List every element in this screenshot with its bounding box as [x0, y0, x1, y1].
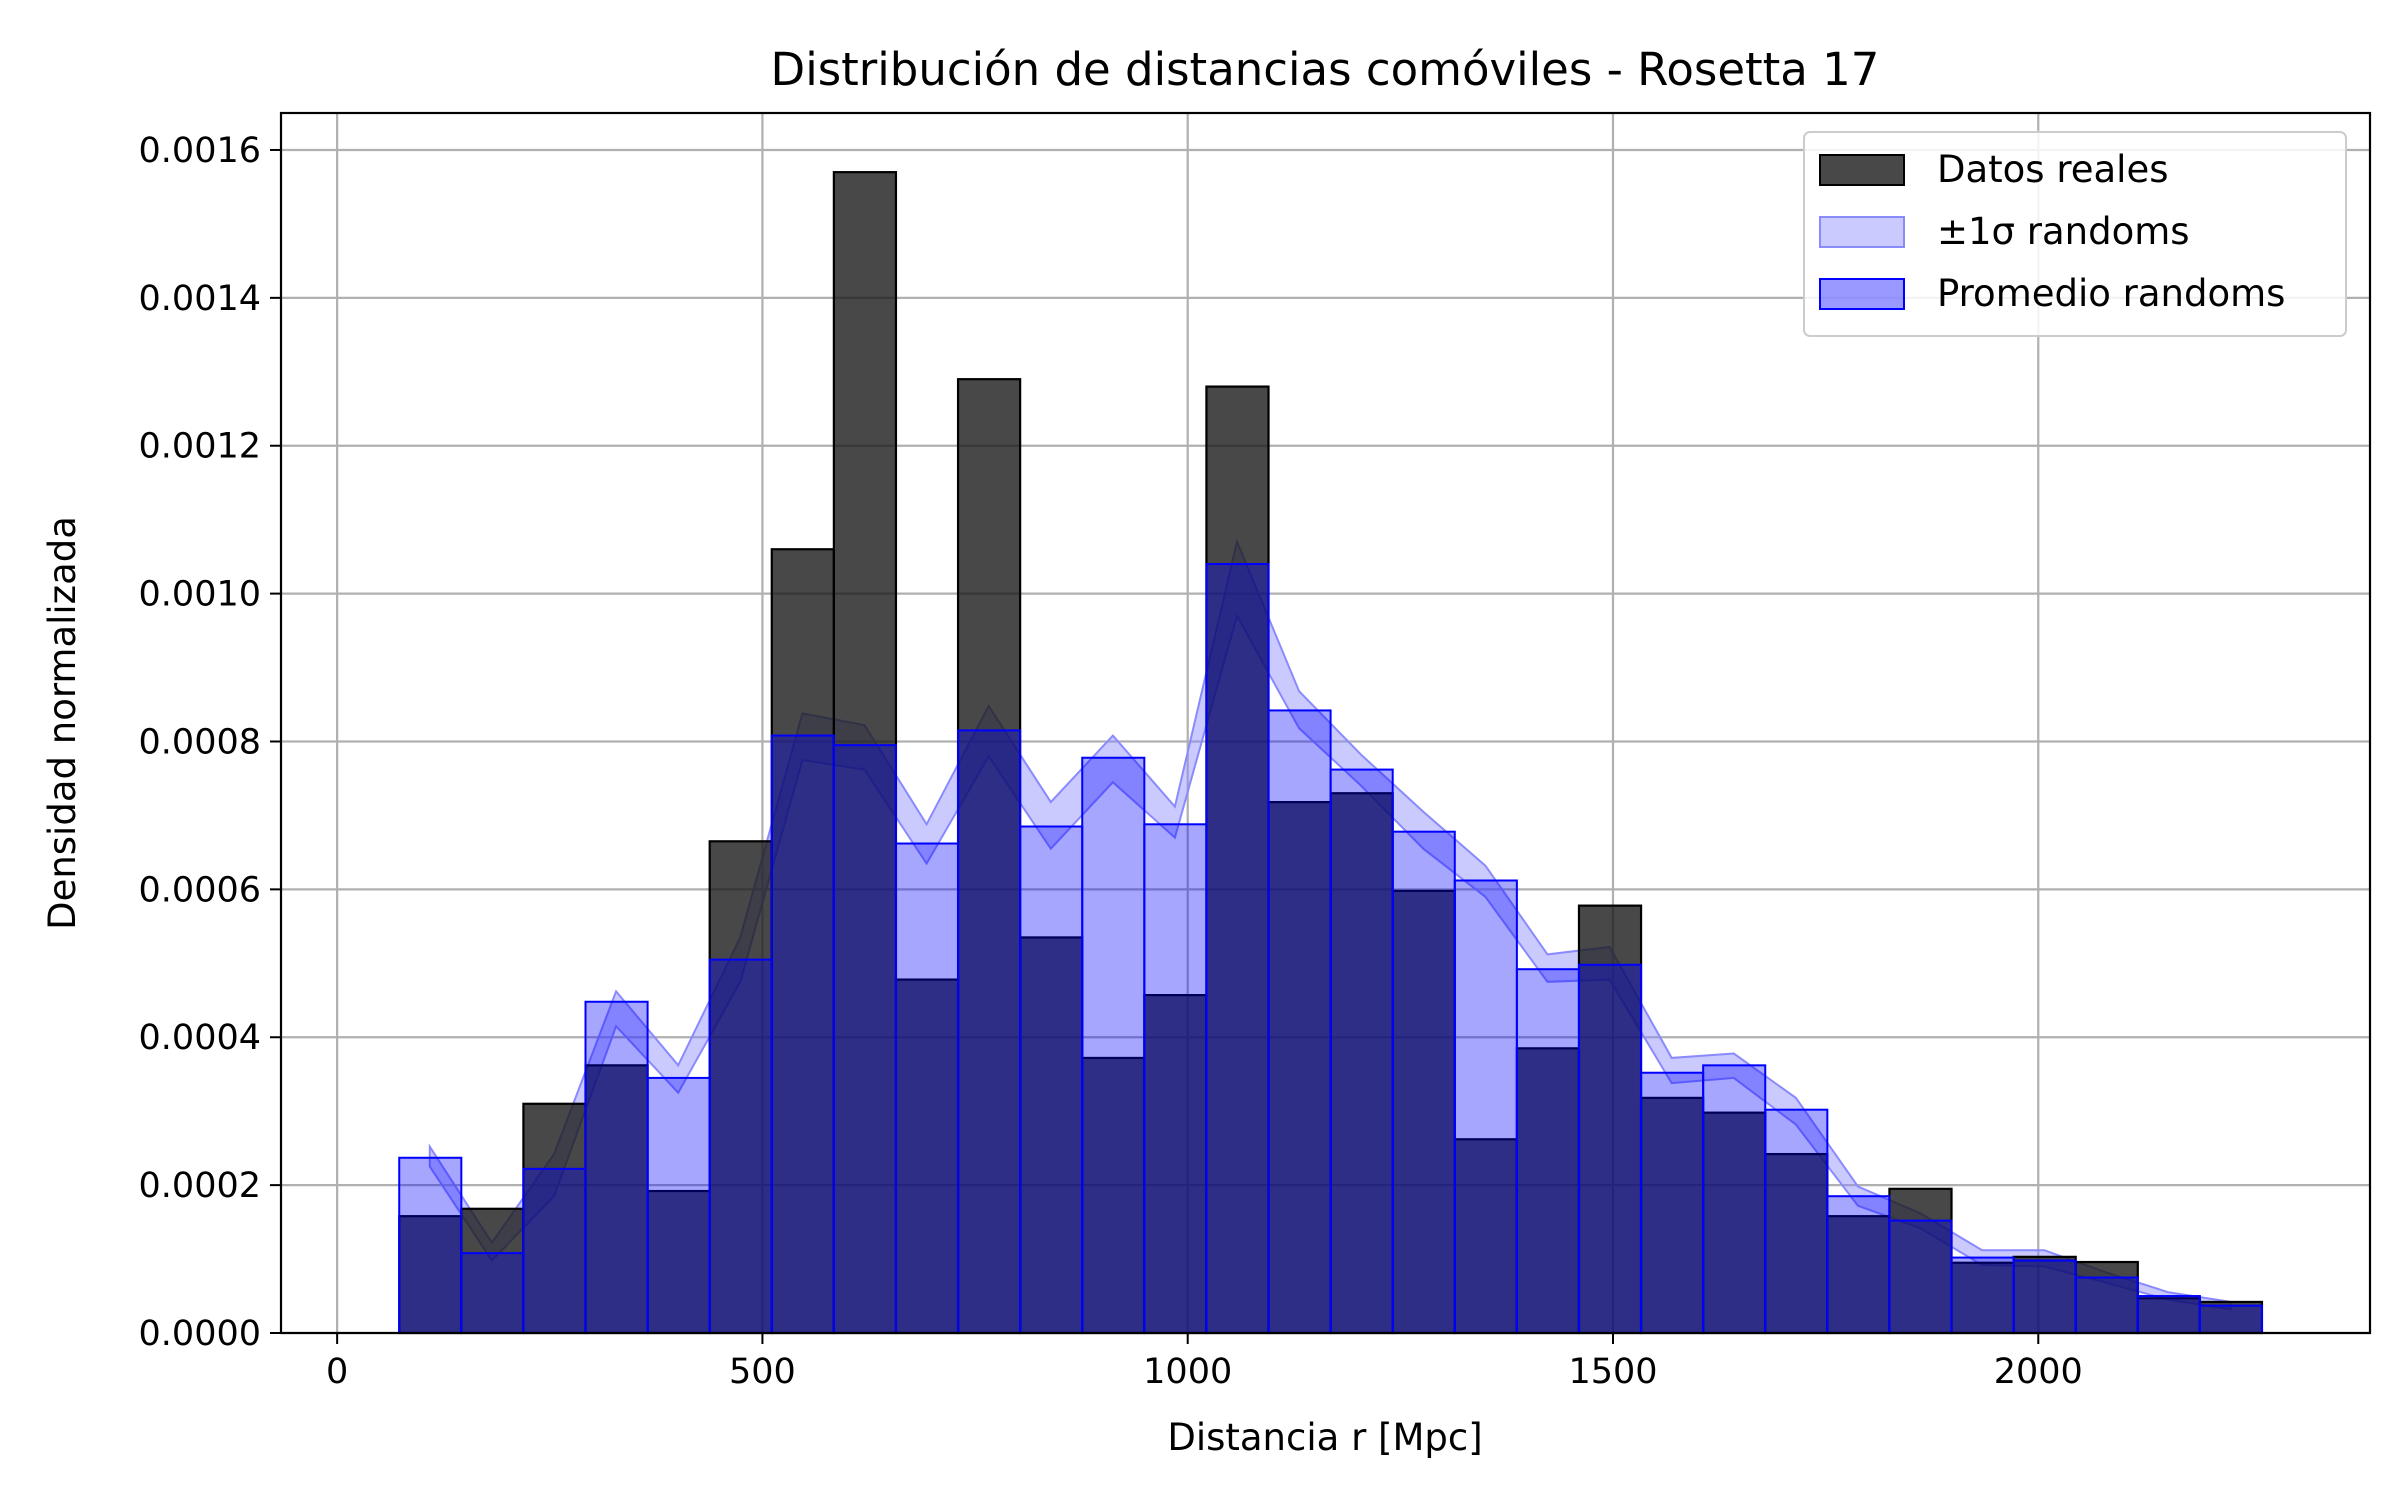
data-bar — [832, 171, 898, 1335]
plot-frame — [279, 111, 2372, 1335]
mean-random-bar — [1702, 1064, 1767, 1334]
y-tick-label: 0.0012 — [139, 427, 261, 467]
data-bar — [1267, 801, 1332, 1335]
x-axis-label: Distancia r [Mpc] — [1167, 1416, 1482, 1459]
y-tick-label: 0.0000 — [139, 1314, 261, 1354]
legend-label-mean: Promedio randoms — [1937, 272, 2285, 315]
mean-random-bar — [2012, 1259, 2077, 1335]
mean-random-bar — [584, 1000, 649, 1334]
y-tick-label: 0.0002 — [139, 1166, 261, 1206]
mean-random-bar — [1640, 1071, 1705, 1334]
legend: Datos reales ±1σ randoms Promedio random… — [1803, 131, 2347, 337]
data-bar — [1391, 889, 1456, 1335]
y-tick-label: 0.0010 — [139, 575, 261, 615]
mean-random-bar — [1453, 879, 1518, 1334]
data-bar — [1143, 993, 1208, 1335]
data-bar — [1888, 1187, 1953, 1335]
mean-random-bar — [1515, 968, 1580, 1335]
mean-random-bar — [2198, 1304, 2263, 1335]
x-tick-label: 500 — [729, 1352, 796, 1392]
y-tick-label: 0.0016 — [139, 131, 261, 171]
legend-label-data: Datos reales — [1937, 148, 2169, 191]
data-bar — [1826, 1215, 1891, 1335]
data-bar — [584, 1064, 649, 1335]
mean-random-bar — [957, 729, 1022, 1334]
mean-random-bar — [646, 1076, 711, 1334]
mean-random-bar — [1764, 1108, 1829, 1334]
x-axis-ticks: 0 500 1000 1500 2000 — [326, 1333, 2083, 1392]
y-tick-label: 0.0004 — [139, 1018, 261, 1058]
mean-random-bar — [832, 744, 897, 1334]
data-bar — [1764, 1152, 1829, 1335]
legend-swatch-sigma — [1819, 216, 1905, 248]
mean-random-bar — [770, 734, 835, 1334]
legend-swatch-data — [1819, 154, 1905, 186]
mean-random-bar — [1329, 768, 1394, 1334]
mean-random-bar — [894, 842, 960, 1335]
legend-label-sigma: ±1σ randoms — [1937, 210, 2190, 253]
grid-lines — [281, 113, 2370, 1335]
data-bar — [1515, 1047, 1581, 1335]
mean-random-bar — [1577, 963, 1643, 1334]
mean-random-bar — [1205, 563, 1270, 1334]
mean-random-bar — [1826, 1195, 1891, 1335]
mean-random-bar — [1888, 1219, 1953, 1334]
mean-random-bar — [2074, 1276, 2139, 1334]
mean-random-bar — [1019, 825, 1084, 1334]
y-tick-label: 0.0006 — [139, 870, 261, 910]
mean-random-bar — [460, 1252, 525, 1335]
legend-swatch-mean — [1819, 278, 1905, 310]
data-bar — [1329, 792, 1394, 1335]
mean-random-bar — [398, 1156, 463, 1335]
mean-random-bar — [1391, 830, 1456, 1334]
data-bar — [460, 1207, 525, 1335]
y-tick-label: 0.0014 — [139, 279, 261, 319]
legend-box — [1803, 131, 2347, 337]
mean-random-bar — [1081, 756, 1146, 1334]
data-bars — [398, 171, 2264, 1335]
mean-random-bars — [398, 563, 2263, 1335]
x-tick-label: 1000 — [1143, 1352, 1232, 1392]
x-tick-label: 1500 — [1568, 1352, 1657, 1392]
x-tick-label: 2000 — [1994, 1352, 2083, 1392]
mean-random-bar — [2136, 1295, 2201, 1334]
y-axis-ticks: 0.0000 0.0002 0.0004 0.0006 0.0008 0.0010 0.00… — [139, 131, 281, 1354]
mean-random-bar — [1267, 709, 1332, 1334]
chart-title: Distribución de distancias comóviles - R… — [771, 43, 1880, 96]
mean-random-bar — [708, 958, 773, 1335]
x-tick-label: 0 — [326, 1352, 348, 1392]
y-axis-label: Densidad normalizada — [41, 516, 84, 930]
y-tick-label: 0.0008 — [139, 722, 261, 762]
mean-random-bar — [522, 1167, 587, 1334]
data-bar — [1205, 385, 1270, 1335]
mean-random-bar — [1143, 823, 1208, 1335]
mean-random-bar — [1950, 1256, 2015, 1334]
data-bar — [708, 840, 773, 1335]
